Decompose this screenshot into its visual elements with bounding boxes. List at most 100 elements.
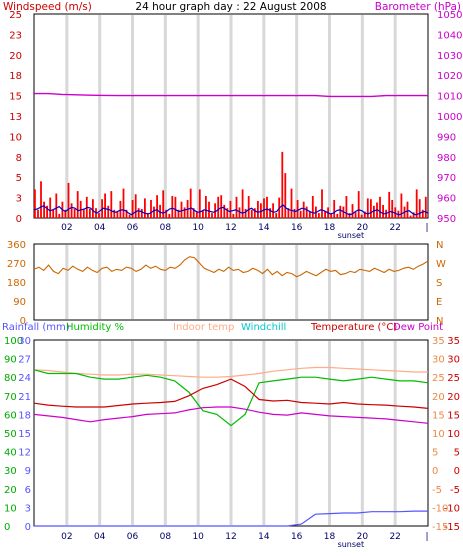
hour-tick-label: 04 — [94, 223, 106, 233]
gust-bar — [406, 201, 409, 218]
legend-entry: Humidity % — [66, 322, 124, 333]
legend-entry: Temperature (°C) — [310, 322, 397, 333]
gust-bar — [205, 196, 207, 218]
gust-bar — [363, 211, 366, 218]
humidity-tick-label: 100 — [4, 336, 23, 347]
temp-tick-label-right: 15 — [447, 410, 460, 421]
gust-bar — [37, 209, 39, 218]
humidity-tick-label: 20 — [4, 485, 17, 496]
sunset-label: sunset — [338, 540, 365, 549]
legend-entry: Rainfall (mm) — [2, 322, 70, 333]
windspeed-tick-label: 15 — [9, 92, 22, 103]
gust-bar — [168, 213, 171, 218]
hour-tick-label: 20 — [357, 223, 369, 233]
gust-bar — [98, 213, 100, 218]
barometer-tick-label: 950 — [437, 214, 456, 225]
hour-tick-label: 02 — [61, 223, 72, 233]
windspeed-tick-label: 0 — [16, 214, 22, 225]
gust-bar — [116, 211, 119, 218]
gust-bar — [147, 213, 149, 218]
compass-tick-label: S — [436, 278, 442, 289]
end-tick-label: | — [425, 532, 428, 542]
gust-bar — [257, 200, 259, 218]
rain-tick-label: 24 — [18, 373, 31, 384]
gust-bar — [156, 195, 158, 218]
humidity-tick-label: 40 — [4, 448, 17, 459]
windspeed-axis-title: Windspeed (m/s) — [3, 1, 92, 13]
rain-tick-label: 15 — [18, 429, 31, 440]
gust-bar — [165, 209, 168, 218]
gust-bar — [238, 207, 241, 218]
gust-bar — [299, 210, 302, 218]
direction-tick-label: 180 — [7, 278, 26, 289]
sunset-label: sunset — [338, 231, 365, 240]
humidity-tick-label: 10 — [4, 503, 17, 514]
hour-tick-label: 16 — [291, 532, 303, 542]
windspeed-tick-label: 10 — [9, 132, 22, 143]
gust-bar — [302, 201, 305, 218]
gust-bar — [64, 209, 67, 218]
gust-bar — [134, 194, 137, 218]
gust-bar — [125, 209, 128, 218]
panel-wind-barometer: Windspeed (m/s) 24 hour graph day : 22 Au… — [3, 1, 462, 240]
windspeed-tick-label: 3 — [16, 194, 22, 205]
gust-bar — [330, 213, 333, 218]
temp-tick-label-left: 20 — [432, 392, 445, 403]
gust-bar — [424, 196, 427, 218]
windspeed-tick-label: 25 — [9, 10, 22, 21]
gust-bar — [311, 196, 314, 218]
windspeed-tick-label: 5 — [16, 173, 22, 184]
hour-tick-label: 10 — [192, 223, 204, 233]
barometer-tick-label: 1020 — [437, 71, 462, 82]
gust-bar — [174, 196, 177, 218]
gust-bar — [208, 201, 210, 218]
gust-bar — [76, 191, 79, 218]
humidity-tick-label: 80 — [4, 373, 17, 384]
humidity-tick-label: 0 — [4, 522, 10, 533]
gust-bar — [82, 209, 85, 218]
hour-tick-label: 16 — [291, 223, 303, 233]
gust-bar — [305, 206, 308, 218]
temp-tick-label-right: -5 — [450, 485, 460, 496]
gust-bar — [183, 207, 186, 218]
gust-bar — [357, 191, 360, 218]
gust-bar — [43, 201, 45, 218]
gust-bar — [336, 213, 339, 218]
gust-bar — [241, 189, 244, 218]
average-wind-line — [33, 204, 429, 216]
gust-bar — [131, 200, 134, 218]
temp-tick-label-right: 30 — [447, 355, 460, 366]
windspeed-tick-label: 13 — [9, 112, 22, 123]
gust-bar — [220, 195, 223, 218]
gust-bar — [370, 199, 372, 218]
barometer-tick-label: 1000 — [437, 112, 462, 123]
gust-bar — [226, 208, 229, 218]
gust-bar — [52, 209, 55, 218]
gust-bar — [128, 214, 131, 218]
gust-bar — [34, 189, 36, 218]
rain-tick-label: 12 — [18, 448, 31, 459]
gust-bar — [348, 213, 351, 218]
gust-bar — [137, 208, 140, 218]
hour-tick-label: 08 — [160, 223, 172, 233]
legend-entry: Indoor temp — [173, 322, 234, 333]
rain-tick-label: 6 — [25, 485, 31, 496]
gust-bar — [122, 188, 125, 218]
gust-bar — [333, 200, 336, 218]
direction-tick-label: 270 — [7, 259, 26, 270]
gust-bar — [198, 189, 201, 218]
gust-bar — [418, 199, 421, 218]
gust-bar — [92, 199, 94, 218]
gust-bar — [171, 196, 174, 218]
gust-bar — [104, 193, 106, 218]
gust-bar — [382, 204, 384, 218]
barometer-axis-title: Barometer (hPa) — [375, 1, 461, 13]
temp-tick-label-left: -5 — [432, 485, 442, 496]
gust-bar — [232, 213, 235, 218]
temp-tick-label-right: 0 — [454, 466, 460, 477]
temp-tick-label-left: 35 — [432, 336, 445, 347]
gust-bar — [214, 203, 216, 218]
gust-bar — [266, 196, 268, 218]
temp-tick-label-left: 25 — [432, 373, 445, 384]
gust-bar — [140, 209, 143, 218]
